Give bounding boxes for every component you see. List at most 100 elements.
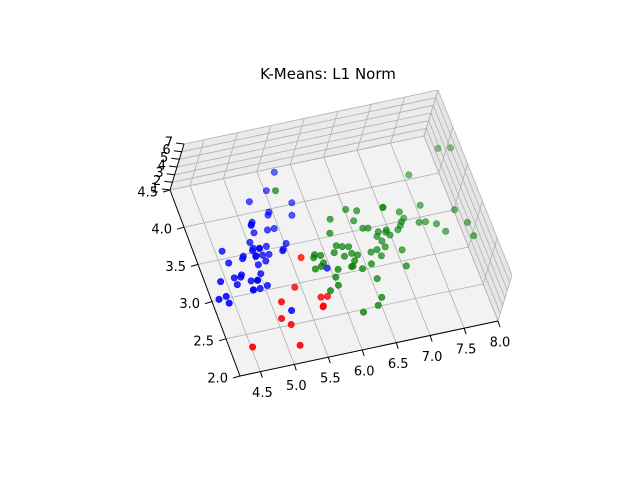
data-point — [215, 295, 223, 303]
x-tick-mark — [395, 342, 399, 349]
data-point — [348, 249, 356, 257]
data-point — [310, 254, 318, 262]
y-tick-label: 2.0 — [207, 372, 228, 387]
grid-line — [423, 135, 499, 322]
data-point — [265, 250, 273, 258]
z-tick-mark — [175, 142, 185, 145]
data-point — [415, 218, 423, 226]
data-point — [338, 243, 346, 251]
data-point — [395, 208, 403, 216]
y-tick-label: 4.5 — [137, 186, 158, 201]
z-tick-mark — [173, 150, 182, 153]
grid-line — [179, 104, 434, 160]
data-point — [326, 287, 334, 295]
data-point — [277, 298, 285, 306]
grid-line — [390, 142, 465, 329]
data-point — [288, 306, 296, 314]
y-tick-label: 3.5 — [165, 260, 186, 275]
y-tick-label: 4.0 — [151, 223, 172, 238]
data-point — [233, 281, 241, 289]
data-point — [319, 303, 327, 311]
data-point — [271, 187, 279, 195]
data-point — [367, 260, 375, 268]
data-point — [238, 271, 246, 279]
data-point — [382, 226, 390, 234]
data-point — [350, 217, 358, 225]
z-tick-label: 6 — [162, 143, 170, 158]
data-point — [317, 293, 325, 301]
data-point — [249, 244, 257, 252]
axis-ticks: 4.5 5.0 5.5 6.0 6.5 7.0 7.5 8.0 2.0 2.5 3.0 3.5 4.0 4… — [137, 136, 510, 402]
data-point — [378, 237, 386, 245]
data-point — [249, 343, 257, 351]
data-point — [230, 274, 238, 282]
z-tick-mark — [166, 173, 175, 176]
data-point — [353, 207, 361, 215]
data-point — [262, 242, 270, 250]
data-point — [250, 229, 258, 237]
chart-title: K-Means: L1 Norm — [260, 65, 396, 83]
data-point — [463, 218, 471, 226]
grid-line — [176, 112, 432, 168]
data-point — [225, 259, 233, 267]
data-point — [249, 286, 257, 294]
x-tick-mark — [463, 328, 467, 335]
data-point — [311, 265, 319, 273]
data-point — [340, 252, 348, 260]
data-point — [297, 254, 305, 262]
data-point — [263, 226, 271, 234]
data-point — [386, 231, 394, 239]
data-point — [422, 218, 430, 226]
z-tick-label: 1 — [151, 182, 159, 197]
data-point — [262, 187, 270, 195]
grid-line — [174, 120, 429, 176]
data-point — [373, 232, 381, 240]
data-point — [334, 281, 342, 289]
data-point — [364, 224, 372, 232]
data-point — [296, 341, 304, 349]
x-tick-mark — [327, 357, 331, 364]
y-tick-mark — [204, 301, 213, 305]
grid-line — [428, 120, 504, 306]
data-point — [377, 252, 385, 260]
data-point — [373, 275, 381, 283]
data-point — [257, 270, 265, 278]
y-tick-mark — [232, 375, 241, 379]
data-point — [345, 243, 353, 251]
grid-line — [169, 135, 425, 191]
grid-line — [289, 164, 363, 351]
data-point — [218, 247, 226, 255]
data-point — [239, 252, 247, 260]
z-tick-label: 2 — [153, 174, 161, 189]
data-point — [254, 276, 262, 284]
data-point — [246, 238, 254, 246]
data-point — [326, 215, 334, 223]
data-point — [258, 251, 266, 259]
data-point — [378, 293, 386, 301]
data-point — [434, 144, 442, 152]
data-point — [252, 252, 260, 260]
grid-line — [435, 97, 511, 283]
y-tick-mark — [190, 263, 199, 267]
data-point — [351, 257, 359, 265]
data-point — [330, 249, 338, 257]
data-point — [288, 211, 296, 219]
x-tick-mark — [429, 335, 433, 342]
data-point — [332, 273, 340, 281]
data-point — [374, 301, 382, 309]
z-tick-label: 5 — [160, 151, 168, 166]
grid-line — [225, 283, 484, 340]
data-point — [416, 201, 424, 209]
data-point — [279, 247, 287, 255]
x-axis-line — [239, 320, 499, 377]
data-point — [270, 168, 278, 176]
x-tick-label: 5.5 — [320, 372, 341, 387]
z-tick-mark — [161, 188, 171, 191]
z-tick-label: 7 — [165, 136, 173, 151]
x-tick-mark — [497, 320, 501, 328]
data-point — [402, 262, 410, 270]
data-point — [397, 218, 405, 226]
grid-line — [256, 171, 329, 358]
